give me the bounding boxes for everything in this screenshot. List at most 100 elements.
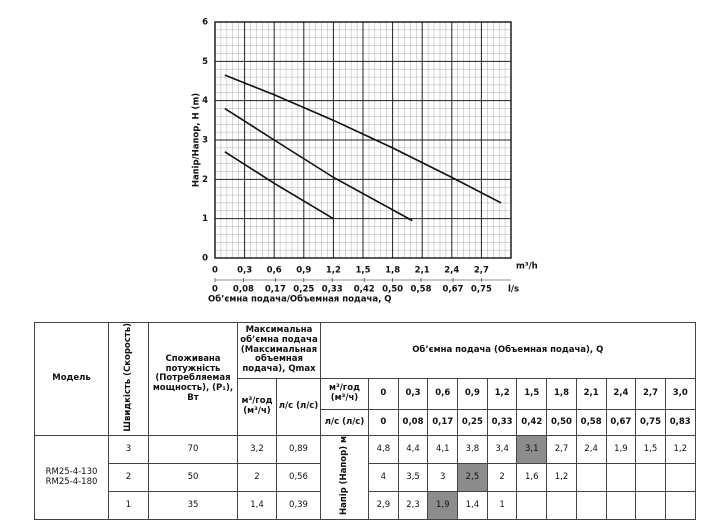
- table-cell: 0,56: [276, 463, 321, 493]
- cell-text: 1,2: [554, 471, 569, 482]
- cell-text: л/с (л/с): [278, 401, 319, 412]
- cell-text: 2,7: [554, 443, 569, 454]
- table-cell: 2,5: [457, 463, 488, 493]
- cell-text: 2: [254, 471, 260, 482]
- table-cell: 70: [148, 435, 238, 465]
- table-cell: [575, 491, 607, 520]
- cell-text: Об’ємна подача (Объемная подача), Q: [412, 344, 604, 355]
- cell-text: 1,6: [525, 471, 539, 482]
- table-cell: 2,7: [635, 377, 666, 411]
- table-cell: 4: [368, 463, 399, 493]
- y-tick-label: 4: [202, 96, 208, 106]
- table-row: л/с (л/с) 0 0,08 0,17 0,25 0,33 0,42 0,50 0,58 0,…: [35, 409, 696, 437]
- table-cell: 0,42: [516, 409, 548, 437]
- cell-text: 0,42: [521, 416, 543, 427]
- table-cell: 0,25: [457, 409, 488, 437]
- table-cell: [664, 491, 696, 520]
- table-cell: 0,67: [605, 409, 637, 437]
- table-cell: 1,2: [546, 463, 577, 493]
- table-cell: 2,9: [368, 491, 399, 520]
- table-row: Модель Швидкість (Скорость) Споживана поту…: [34, 321, 696, 437]
- plot-frame: [214, 21, 512, 259]
- cell-text: м³/год (м³/ч): [241, 396, 273, 417]
- cell-text: 0,3: [405, 388, 421, 399]
- table-cell: 0,50: [546, 409, 577, 437]
- cell-text: 0,58: [580, 416, 602, 427]
- cell-text: 2,4: [613, 388, 629, 399]
- table-cell: 3,1: [516, 435, 548, 465]
- table-cell: [635, 463, 666, 493]
- table-cell: 0,75: [635, 409, 666, 437]
- cell-text: 3,8: [465, 443, 480, 454]
- cell-text: 2,4: [584, 443, 598, 454]
- header-cell: Споживана потужність (Потребляемая мощно…: [148, 321, 238, 437]
- table-row: м³/год (м³/ч) л/с (л/с) м³/год (м³/ч) 0 0,3 0…: [35, 377, 696, 437]
- cell-text: 4,1: [435, 443, 450, 454]
- table-cell: 2: [237, 463, 277, 493]
- table-cell: 0: [368, 409, 399, 437]
- model-name: RM25-4-130: [45, 466, 98, 477]
- cell-text: 0,50: [550, 416, 572, 427]
- table-cell: 1,9: [427, 491, 459, 520]
- header-cell: Модель: [34, 321, 109, 437]
- header-cell: Об’ємна подача (Объемная подача), Q: [320, 322, 696, 379]
- table-cell: 4,1: [427, 435, 459, 465]
- header-cell: м³/год (м³/ч): [320, 377, 369, 411]
- header-cell: Напір (Напор) м: [320, 435, 369, 520]
- cell-text: 2,1: [583, 388, 599, 399]
- x2-tick-label: 0,58: [411, 285, 432, 295]
- table-cell: [664, 463, 696, 493]
- x-tick-label: 1,8: [385, 266, 400, 276]
- cell-text: 1,5: [524, 388, 540, 399]
- cell-text: 2,3: [406, 499, 420, 510]
- table-cell: 1: [486, 491, 518, 520]
- table-cell: [546, 491, 577, 520]
- table-cell: 3,0: [664, 377, 696, 411]
- table-cell: [635, 491, 666, 520]
- table-cell: 0: [368, 377, 399, 411]
- x2-tick-label: 0,42: [354, 285, 375, 295]
- table-cell: 3,8: [457, 435, 488, 465]
- header-cell: м³/год (м³/ч): [237, 377, 277, 437]
- curve: [224, 151, 334, 220]
- cell-text: 35: [187, 499, 199, 510]
- table-cell: 1: [108, 491, 149, 520]
- cell-text: 1,9: [614, 443, 628, 454]
- table-cell: 1,8: [546, 377, 577, 411]
- table-cell: 0,39: [276, 491, 321, 520]
- table-cell: 50: [148, 463, 238, 493]
- spec-table: Модель Швидкість (Скорость) Споживана поту…: [34, 321, 696, 520]
- cell-text: 0,39: [289, 499, 308, 510]
- table-cell: 2,7: [546, 435, 577, 465]
- cell-text: 2,9: [376, 499, 391, 510]
- table-cell: 0,89: [276, 435, 321, 465]
- header-cell: Максимальна об’ємна подача (Максимальная…: [237, 322, 321, 379]
- curve: [224, 74, 502, 204]
- cell-text: Напір (Напор) м: [338, 436, 349, 516]
- table-cell: [605, 463, 637, 493]
- table-cell: [605, 491, 637, 520]
- table-cell: 2,1: [575, 377, 607, 411]
- cell-text: 3,2: [250, 443, 264, 454]
- table-cell: 0,58: [575, 409, 607, 437]
- model-name: RM25-4-180: [45, 476, 98, 487]
- cell-text: 3,4: [495, 443, 509, 454]
- y-tick-label: 2: [202, 175, 208, 185]
- table-cell: 3: [427, 463, 459, 493]
- table-cell: 4,4: [397, 435, 429, 465]
- cell-text: Споживана потужність (Потребляемая мощно…: [152, 353, 234, 403]
- table-cell: 3: [108, 435, 149, 465]
- cell-text: 0,33: [491, 416, 513, 427]
- x-tick-label: 0,6: [267, 266, 282, 276]
- cell-text: 3: [440, 471, 446, 482]
- cell-text: л/с (л/с): [324, 416, 365, 427]
- x-tick-label: 0: [212, 266, 218, 276]
- cell-text: 1: [125, 499, 132, 510]
- cell-text: 1,9: [435, 499, 450, 510]
- y-tick-label: 1: [202, 214, 208, 224]
- cell-text: 1,8: [553, 388, 569, 399]
- cell-text: 0,56: [289, 471, 308, 482]
- table-cell: 0,33: [486, 409, 518, 437]
- table-cell: 1,9: [605, 435, 637, 465]
- x2-tick-label: 0,75: [471, 285, 492, 295]
